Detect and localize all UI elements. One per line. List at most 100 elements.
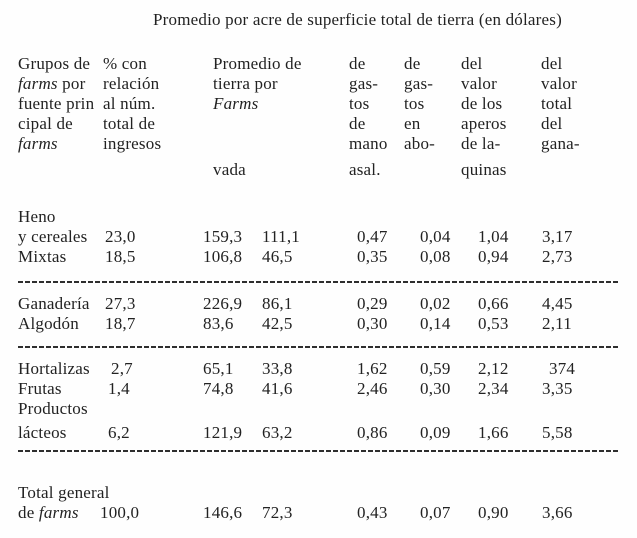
header-pct-line1: % con — [103, 54, 147, 73]
cell-algodon-ganado: 2,11 — [542, 314, 572, 333]
cell-mixtas-aperos: 0,94 — [478, 247, 509, 266]
cell-hortalizas-aperos: 2,12 — [478, 359, 509, 378]
cell-algodon-tierra1: 83,6 — [203, 314, 234, 333]
header-groups-line3: fuente prin — [18, 94, 95, 113]
cell-frutas-pct: 1,4 — [108, 379, 130, 398]
row-label-total-farms: de farms — [18, 503, 79, 522]
cell-ganaderia-aperos: 0,66 — [478, 294, 509, 313]
header-gastos-mano-line3: tos — [349, 94, 370, 113]
header-gastos-abono-line1: de — [404, 54, 421, 73]
row-label-total-general: Total general — [18, 483, 110, 502]
header-pct-line3: al núm. — [103, 94, 156, 113]
header-pct-line4: total de — [103, 114, 156, 133]
cell-mixtas-tierra2: 46,5 — [262, 247, 293, 266]
cell-hortalizas-mano: 1,62 — [357, 359, 388, 378]
cell-mixtas-abono: 0,08 — [420, 247, 451, 266]
header-valor-ganado-line3: total — [541, 94, 573, 113]
cell-lacteos-aperos: 1,66 — [478, 423, 509, 442]
header-gastos-mano-line1: de — [349, 54, 366, 73]
cell-heno-tierra2: 111,1 — [262, 227, 300, 246]
cell-lacteos-pct: 6,2 — [108, 423, 130, 442]
cell-total-tierra2: 72,3 — [262, 503, 293, 522]
cell-hortalizas-abono: 0,59 — [420, 359, 451, 378]
cell-ganaderia-tierra2: 86,1 — [262, 294, 293, 313]
table-title: Promedio por acre de superficie total de… — [153, 10, 562, 29]
row-label-productos: Productos — [18, 399, 88, 418]
dashed-separator — [18, 281, 620, 283]
cell-frutas-tierra2: 41,6 — [262, 379, 293, 398]
header-gastos-mano-line6: asal. — [349, 160, 381, 179]
cell-heno-tierra1: 159,3 — [203, 227, 243, 246]
cell-heno-abono: 0,04 — [420, 227, 451, 246]
cell-lacteos-ganado: 5,58 — [542, 423, 573, 442]
cell-hortalizas-tierra2: 33,8 — [262, 359, 293, 378]
cell-lacteos-mano: 0,86 — [357, 423, 388, 442]
header-valor-ganado-line5: gana- — [541, 134, 580, 153]
header-groups-line5: farms — [18, 134, 58, 153]
row-label-mixtas: Mixtas — [18, 247, 67, 266]
cell-frutas-mano: 2,46 — [357, 379, 388, 398]
cell-mixtas-pct: 18,5 — [105, 247, 136, 266]
header-gastos-abono-line5: abo- — [404, 134, 436, 153]
cell-heno-aperos: 1,04 — [478, 227, 509, 246]
cell-ganaderia-pct: 27,3 — [105, 294, 136, 313]
row-label-algodon: Algodón — [18, 314, 79, 333]
cell-frutas-ganado: 3,35 — [542, 379, 573, 398]
header-groups-line2: farms por — [18, 74, 86, 93]
cell-heno-pct: 23,0 — [105, 227, 136, 246]
row-label-hortalizas: Hortalizas — [18, 359, 90, 378]
header-valor-aperos-line6: quinas — [461, 160, 507, 179]
header-gastos-abono-line3: tos — [404, 94, 425, 113]
header-valor-aperos-line2: valor — [461, 74, 497, 93]
cell-hortalizas-tierra1: 65,1 — [203, 359, 234, 378]
cell-heno-mano: 0,47 — [357, 227, 388, 246]
cell-mixtas-tierra1: 106,8 — [203, 247, 243, 266]
cell-lacteos-abono: 0,09 — [420, 423, 451, 442]
cell-ganaderia-tierra1: 226,9 — [203, 294, 243, 313]
header-gastos-abono-line4: en — [404, 114, 421, 133]
row-label-frutas: Frutas — [18, 379, 62, 398]
cell-total-mano: 0,43 — [357, 503, 388, 522]
header-valor-ganado-line2: valor — [541, 74, 577, 93]
row-label-ganaderia: Ganadería — [18, 294, 90, 313]
cell-frutas-tierra1: 74,8 — [203, 379, 234, 398]
cell-algodon-aperos: 0,53 — [478, 314, 509, 333]
header-pct-line2: relación — [103, 74, 160, 93]
cell-algodon-tierra2: 42,5 — [262, 314, 293, 333]
cell-lacteos-tierra2: 63,2 — [262, 423, 293, 442]
cell-frutas-aperos: 2,34 — [478, 379, 509, 398]
header-promedio-line1: Promedio de — [213, 54, 302, 73]
header-valor-ganado-line4: del — [541, 114, 563, 133]
header-groups-line1: Grupos de — [18, 54, 91, 73]
dashed-separator — [18, 450, 620, 452]
header-valor-aperos-line1: del — [461, 54, 483, 73]
header-gastos-mano-line2: gas- — [349, 74, 379, 93]
cell-mixtas-mano: 0,35 — [357, 247, 388, 266]
header-valor-aperos-line5: de la- — [461, 134, 501, 153]
cell-ganaderia-ganado: 4,45 — [542, 294, 573, 313]
header-pct-line5: ingresos — [103, 134, 162, 153]
header-gastos-mano-line5: mano — [349, 134, 388, 153]
header-valor-aperos-line3: de los — [461, 94, 503, 113]
cell-total-pct: 100,0 — [100, 503, 140, 522]
header-promedio-line3: Farms — [213, 94, 259, 113]
cell-ganaderia-mano: 0,29 — [357, 294, 388, 313]
header-groups-line4: cipal de — [18, 114, 73, 133]
header-valor-aperos-line4: aperos — [461, 114, 507, 133]
cell-lacteos-tierra1: 121,9 — [203, 423, 243, 442]
header-gastos-mano-line4: de — [349, 114, 366, 133]
cell-hortalizas-ganado: 374 — [549, 359, 576, 378]
dashed-separator — [18, 346, 620, 348]
cell-total-aperos: 0,90 — [478, 503, 509, 522]
cell-total-tierra1: 146,6 — [203, 503, 243, 522]
row-label-heno-cereales: y cereales — [18, 227, 88, 246]
cell-algodon-abono: 0,14 — [420, 314, 451, 333]
cell-total-abono: 0,07 — [420, 503, 451, 522]
cell-mixtas-ganado: 2,73 — [542, 247, 573, 266]
cell-total-ganado: 3,66 — [542, 503, 573, 522]
cell-ganaderia-abono: 0,02 — [420, 294, 451, 313]
header-promedio-line2: tierra por — [213, 74, 278, 93]
cell-frutas-abono: 0,30 — [420, 379, 451, 398]
row-label-lacteos: lácteos — [18, 423, 67, 442]
